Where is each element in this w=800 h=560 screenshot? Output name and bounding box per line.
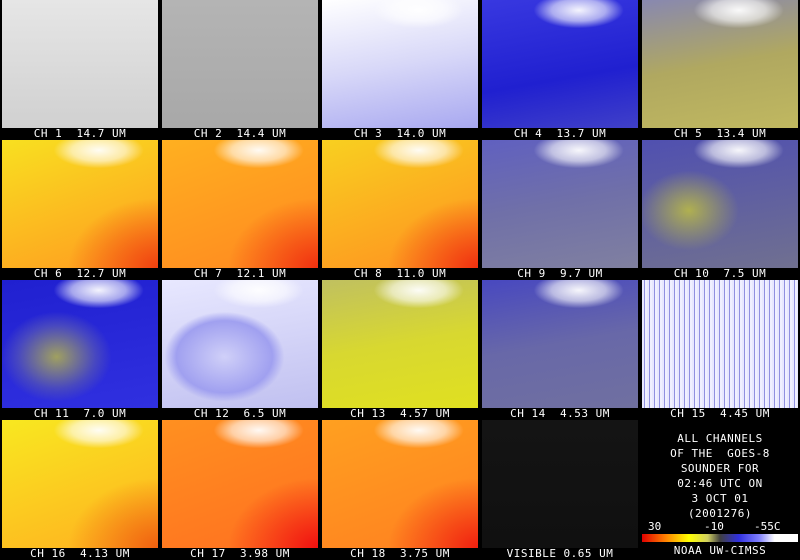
channel-panel: CH 13 4.57 UM xyxy=(320,280,480,420)
channel-label: CH 15 4.45 UM xyxy=(670,407,770,420)
channel-image xyxy=(322,280,478,408)
channel-panel: CH 4 13.7 UM xyxy=(480,0,640,140)
channel-panel: CH 5 13.4 UM xyxy=(640,0,800,140)
channel-label: CH 7 12.1 UM xyxy=(193,267,287,280)
channel-label: CH 17 3.98 UM xyxy=(190,547,290,560)
channel-image xyxy=(2,140,158,268)
channel-label: VISIBLE 0.65 UM xyxy=(506,547,614,560)
colorbar-label: 30 xyxy=(648,520,662,533)
info-line: (2001276) xyxy=(687,507,753,520)
channel-panel: CH 10 7.5 UM xyxy=(640,140,800,280)
channel-image xyxy=(482,0,638,128)
channel-image xyxy=(482,280,638,408)
channel-label: CH 3 14.0 UM xyxy=(353,127,447,140)
channel-label: CH 13 4.57 UM xyxy=(350,407,450,420)
info-line: 3 OCT 01 xyxy=(691,492,749,505)
channel-image xyxy=(322,420,478,548)
channel-image xyxy=(322,140,478,268)
channel-image xyxy=(642,140,798,268)
info-line: OF THE GOES-8 xyxy=(670,447,770,460)
channel-panel: CH 9 9.7 UM xyxy=(480,140,640,280)
channel-image xyxy=(2,280,158,408)
channel-image xyxy=(2,420,158,548)
colorbar xyxy=(642,534,798,542)
channel-panel: CH 3 14.0 UM xyxy=(320,0,480,140)
channel-panel: CH 16 4.13 UM xyxy=(0,420,160,560)
channel-image xyxy=(162,140,318,268)
info-panel: ALL CHANNELS OF THE GOES-8 SOUNDER FOR 02:4… xyxy=(640,420,800,560)
channel-panel: CH 14 4.53 UM xyxy=(480,280,640,420)
channel-image xyxy=(642,280,798,408)
channel-label: CH 4 13.7 UM xyxy=(513,127,607,140)
colorbar-label: -55C xyxy=(754,520,781,533)
channel-label: CH 12 6.5 UM xyxy=(193,407,287,420)
channel-image xyxy=(482,140,638,268)
channel-label: CH 10 7.5 UM xyxy=(673,267,767,280)
colorbar-label: -10 xyxy=(704,520,724,533)
channel-panel: CH 2 14.4 UM xyxy=(160,0,320,140)
info-line: ALL CHANNELS xyxy=(677,432,763,445)
channel-label: CH 16 4.13 UM xyxy=(30,547,130,560)
channel-label: CH 11 7.0 UM xyxy=(33,407,127,420)
channel-label: CH 14 4.53 UM xyxy=(510,407,610,420)
channel-panel: CH 8 11.0 UM xyxy=(320,140,480,280)
channel-label: CH 9 9.7 UM xyxy=(517,267,603,280)
channel-panel: CH 12 6.5 UM xyxy=(160,280,320,420)
channel-label: CH 5 13.4 UM xyxy=(673,127,767,140)
channel-label: CH 1 14.7 UM xyxy=(33,127,127,140)
info-line: SOUNDER FOR xyxy=(680,462,760,475)
channel-panel: CH 7 12.1 UM xyxy=(160,140,320,280)
channel-label: CH 18 3.75 UM xyxy=(350,547,450,560)
channel-panel: CH 15 4.45 UM xyxy=(640,280,800,420)
channel-panel: CH 6 12.7 UM xyxy=(0,140,160,280)
channel-image xyxy=(482,420,638,548)
channel-label: CH 2 14.4 UM xyxy=(193,127,287,140)
channel-panel: CH 17 3.98 UM xyxy=(160,420,320,560)
channel-image xyxy=(322,0,478,128)
channel-panel: CH 18 3.75 UM xyxy=(320,420,480,560)
channel-panel: CH 1 14.7 UM xyxy=(0,0,160,140)
info-lines: ALL CHANNELS OF THE GOES-8 SOUNDER FOR 02:4… xyxy=(640,420,800,521)
channel-image xyxy=(162,420,318,548)
channel-label: CH 6 12.7 UM xyxy=(33,267,127,280)
channel-image xyxy=(162,0,318,128)
channel-image xyxy=(162,280,318,408)
channel-image xyxy=(2,0,158,128)
credit: NOAA UW-CIMSS xyxy=(673,544,767,557)
channel-panel: VISIBLE 0.65 UM xyxy=(480,420,640,560)
channel-panel: CH 11 7.0 UM xyxy=(0,280,160,420)
info-line: 02:46 UTC ON xyxy=(677,477,763,490)
channel-label: CH 8 11.0 UM xyxy=(353,267,447,280)
channel-image xyxy=(642,0,798,128)
